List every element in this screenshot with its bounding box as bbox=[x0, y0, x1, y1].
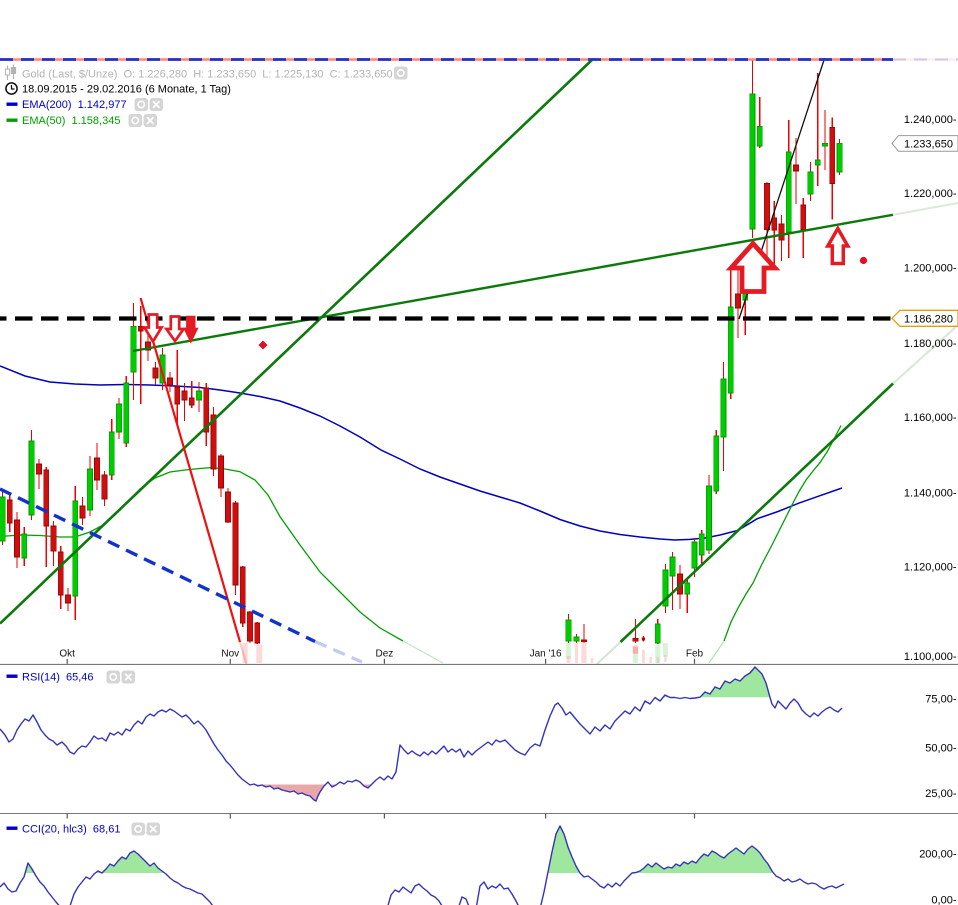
svg-text:1.220,000-: 1.220,000- bbox=[904, 188, 957, 200]
svg-text:75,00-: 75,00- bbox=[925, 694, 957, 706]
svg-text:EMA(200) 1.142,977: EMA(200) 1.142,977 bbox=[22, 99, 127, 111]
svg-text:Dez: Dez bbox=[376, 649, 394, 660]
svg-text:1.200,000-: 1.200,000- bbox=[904, 263, 957, 275]
svg-text:Jan '16: Jan '16 bbox=[530, 649, 562, 660]
svg-text:Nov: Nov bbox=[221, 649, 239, 660]
svg-text:1.100,000-: 1.100,000- bbox=[904, 651, 957, 663]
svg-text:50,00-: 50,00- bbox=[925, 743, 957, 755]
svg-text:200,00-: 200,00- bbox=[919, 848, 957, 860]
svg-text:1.180,000-: 1.180,000- bbox=[904, 338, 957, 350]
svg-text:Gold (Last, $/Unze) O: 1.226,: Gold (Last, $/Unze) O: 1.226,280 H: 1.23… bbox=[22, 69, 393, 81]
svg-text:RSI(14) 65,46: RSI(14) 65,46 bbox=[22, 672, 94, 684]
svg-text:1.140,000-: 1.140,000- bbox=[904, 488, 957, 500]
svg-text:1.120,000-: 1.120,000- bbox=[904, 562, 957, 574]
svg-text:1.233,650: 1.233,650 bbox=[904, 139, 953, 151]
svg-text:18.09.2015 - 29.02.2016 (6 Mon: 18.09.2015 - 29.02.2016 (6 Monate, 1 Tag… bbox=[22, 84, 231, 96]
svg-text:0,00-: 0,00- bbox=[931, 895, 956, 905]
svg-text:EMA(50) 1.158,345: EMA(50) 1.158,345 bbox=[22, 115, 120, 127]
svg-text:1.160,000-: 1.160,000- bbox=[904, 412, 957, 424]
svg-text:1.186,280: 1.186,280 bbox=[904, 313, 953, 325]
svg-text:25,00-: 25,00- bbox=[925, 788, 957, 800]
svg-text:1.240,000-: 1.240,000- bbox=[904, 114, 957, 126]
svg-text:Okt: Okt bbox=[59, 649, 75, 660]
svg-text:Feb: Feb bbox=[686, 649, 704, 660]
svg-text:CCI(20, hlc3) 68,61: CCI(20, hlc3) 68,61 bbox=[22, 824, 120, 836]
